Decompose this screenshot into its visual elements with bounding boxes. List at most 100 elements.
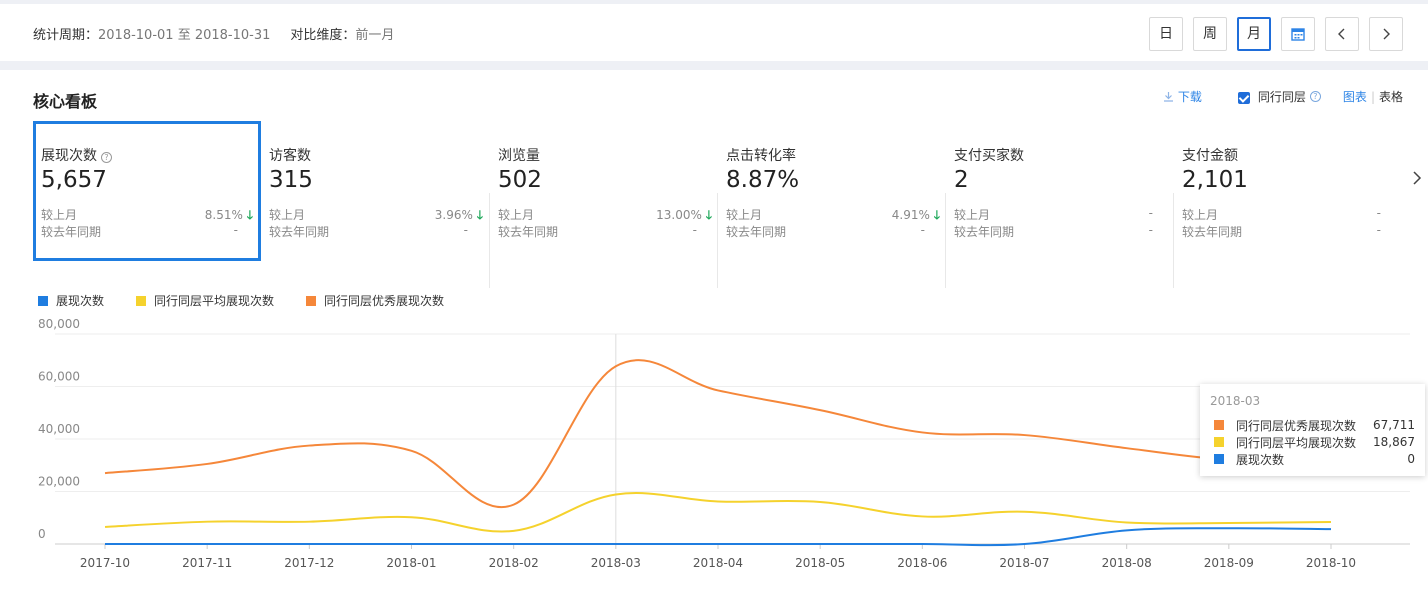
legend-label: 展现次数 bbox=[56, 294, 105, 308]
stat-card-impressions[interactable]: 展现次数? 5,657 较上月 8.51% 🡓 较去年同期 - bbox=[33, 121, 261, 261]
x-tick-label: 2018-10 bbox=[1306, 556, 1356, 570]
y-tick-label: 20,000 bbox=[38, 475, 80, 489]
calendar-button[interactable] bbox=[1281, 17, 1315, 51]
compare-label: 较上月 bbox=[41, 208, 78, 222]
compare-value: - bbox=[692, 223, 697, 237]
stat-compare-year: 较去年同期 - bbox=[41, 223, 238, 240]
stat-value: 502 bbox=[498, 167, 542, 193]
arrow-down-icon: 🡓 bbox=[933, 208, 940, 222]
view-separator: | bbox=[1370, 89, 1375, 104]
month-button[interactable]: 月 bbox=[1237, 17, 1271, 51]
stat-compare-year: 较去年同期 - bbox=[269, 223, 468, 240]
view-table-link[interactable]: 表格 bbox=[1378, 90, 1403, 104]
x-tick-label: 2018-03 bbox=[591, 556, 641, 570]
x-tick-label: 2018-09 bbox=[1204, 556, 1254, 570]
x-tick-label: 2017-12 bbox=[284, 556, 334, 570]
compare-label: 对比维度： bbox=[290, 28, 356, 43]
line-chart[interactable]: 80,000 60,000 40,000 20,000 0 2017-10 2017-11 2… bbox=[0, 310, 1428, 593]
tooltip-row: 同行同层优秀展现次数 67,711 bbox=[1214, 417, 1415, 433]
compare-label: 较上月 bbox=[954, 208, 991, 222]
stat-compare-prev: 较上月 8.51% 🡓 bbox=[41, 206, 253, 223]
period-value: 2018-10-01 至 2018-10-31 bbox=[98, 28, 271, 43]
y-tick-label: 60,000 bbox=[38, 370, 80, 384]
stat-card-paying-buyers[interactable]: 支付买家数 2 较上月 - 较去年同期 - bbox=[947, 121, 1175, 261]
compare-label: 较去年同期 bbox=[498, 225, 559, 239]
next-button[interactable] bbox=[1369, 17, 1403, 51]
x-tick-label: 2018-06 bbox=[897, 556, 947, 570]
stats-next-button[interactable] bbox=[1412, 170, 1422, 191]
legend-label: 同行同层优秀展现次数 bbox=[324, 294, 445, 308]
peer-checkbox[interactable] bbox=[1237, 91, 1250, 104]
y-tick-label: 80,000 bbox=[38, 317, 80, 331]
chevron-right-icon bbox=[1383, 28, 1390, 40]
divider bbox=[1173, 193, 1174, 288]
tooltip-row: 展现次数 0 bbox=[1214, 451, 1415, 467]
stat-card-payment-amount[interactable]: 支付金额 2,101 较上月 - 较去年同期 - bbox=[1175, 121, 1403, 261]
x-tick-label: 2017-10 bbox=[80, 556, 130, 570]
stat-compare-prev: 较上月 4.91% 🡓 bbox=[726, 206, 940, 223]
period-label: 统计周期： bbox=[33, 28, 99, 43]
stat-label: 点击转化率 bbox=[726, 148, 796, 164]
compare-label: 较去年同期 bbox=[41, 225, 102, 239]
stat-value: 315 bbox=[269, 167, 313, 193]
compare-label: 较去年同期 bbox=[726, 225, 787, 239]
panel-title: 核心看板 bbox=[33, 92, 98, 111]
compare-label: 较上月 bbox=[1182, 208, 1219, 222]
series-line-peer-best[interactable] bbox=[104, 359, 1332, 508]
legend-item-peer-avg[interactable]: 同行同层平均展现次数 bbox=[136, 292, 274, 309]
y-tick-label: 40,000 bbox=[38, 422, 80, 436]
compare-value: 8.51% bbox=[204, 208, 243, 222]
stat-value: 8.87% bbox=[726, 167, 800, 193]
compare-value: - bbox=[1148, 206, 1153, 220]
period-info: 统计周期：2018-10-01 至 2018-10-31 对比维度：前一月 bbox=[33, 24, 394, 43]
x-tick-label: 2018-04 bbox=[693, 556, 743, 570]
stat-compare-year: 较去年同期 - bbox=[954, 223, 1153, 240]
week-button[interactable]: 周 bbox=[1193, 17, 1227, 51]
view-chart-link[interactable]: 图表 bbox=[1342, 90, 1367, 104]
compare-value: 13.00% bbox=[656, 208, 702, 222]
stat-compare-prev: 较上月 - bbox=[1182, 206, 1381, 223]
compare-value: - bbox=[1376, 206, 1381, 220]
day-button[interactable]: 日 bbox=[1149, 17, 1183, 51]
stat-label: 展现次数 bbox=[41, 148, 97, 164]
panel-tools: 下载 同行同层 ? 图表 | 表格 bbox=[1163, 88, 1403, 105]
compare-label: 较上月 bbox=[726, 208, 763, 222]
divider bbox=[945, 193, 946, 288]
compare-label: 较去年同期 bbox=[954, 225, 1015, 239]
x-tick-label: 2018-08 bbox=[1102, 556, 1152, 570]
divider bbox=[489, 193, 490, 288]
x-tick-label: 2017-11 bbox=[182, 556, 232, 570]
tooltip-value: 0 bbox=[1407, 452, 1415, 466]
compare-label: 较上月 bbox=[269, 208, 306, 222]
tooltip-name: 展现次数 bbox=[1236, 452, 1285, 467]
stat-compare-year: 较去年同期 - bbox=[726, 223, 925, 240]
stat-value: 2,101 bbox=[1182, 167, 1248, 193]
chevron-right-icon bbox=[1413, 171, 1422, 185]
series-line-impressions[interactable] bbox=[105, 527, 1332, 547]
x-tick-label: 2018-01 bbox=[386, 556, 436, 570]
stat-label: 访客数 bbox=[269, 148, 311, 164]
series-line-peer-avg[interactable] bbox=[104, 492, 1332, 533]
help-icon[interactable]: ? bbox=[101, 152, 112, 163]
divider bbox=[717, 193, 718, 288]
stat-compare-prev: 较上月 13.00% 🡓 bbox=[498, 206, 712, 223]
tooltip-name: 同行同层平均展现次数 bbox=[1236, 435, 1357, 450]
stat-value: 5,657 bbox=[41, 167, 107, 193]
help-icon[interactable]: ? bbox=[1309, 91, 1321, 102]
download-link[interactable]: 下载 bbox=[1163, 88, 1202, 105]
x-tick-label: 2018-05 bbox=[795, 556, 845, 570]
legend-item-peer-best[interactable]: 同行同层优秀展现次数 bbox=[306, 292, 444, 309]
prev-button[interactable] bbox=[1325, 17, 1359, 51]
arrow-down-icon: 🡓 bbox=[476, 208, 483, 222]
stat-card-pageviews[interactable]: 浏览量 502 较上月 13.00% 🡓 较去年同期 - bbox=[491, 121, 719, 261]
stat-value: 2 bbox=[954, 167, 969, 193]
x-tick-label: 2018-07 bbox=[999, 556, 1049, 570]
chevron-left-icon bbox=[1338, 28, 1345, 40]
calendar-icon bbox=[1291, 28, 1305, 41]
compare-value: - bbox=[1148, 223, 1153, 237]
tooltip-title: 2018-03 bbox=[1210, 394, 1261, 408]
legend-item-impressions[interactable]: 展现次数 bbox=[38, 292, 104, 309]
stat-card-visitors[interactable]: 访客数 315 较上月 3.96% 🡓 较去年同期 - bbox=[262, 121, 490, 261]
stat-card-click-conversion[interactable]: 点击转化率 8.87% 较上月 4.91% 🡓 较去年同期 - bbox=[719, 121, 947, 261]
stat-label-wrap: 展现次数? bbox=[41, 145, 112, 165]
